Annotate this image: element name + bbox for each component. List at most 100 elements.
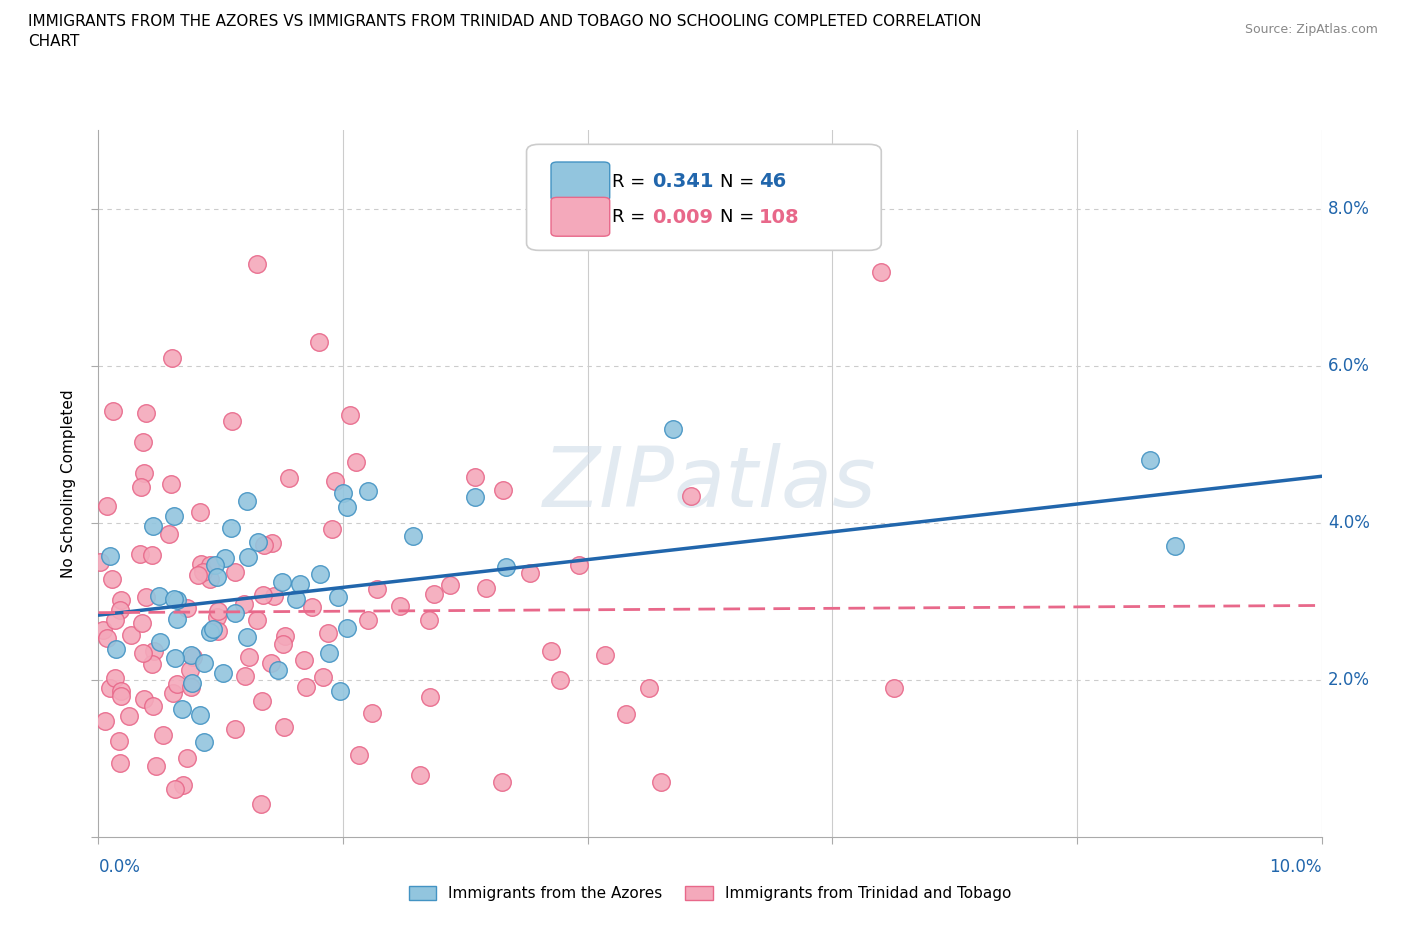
Point [292,652,315,667]
Point [308,335,330,350]
Point [662,421,685,436]
Point [96,499,118,514]
Point [540,644,562,658]
Point [176,601,198,616]
Point [108,734,131,749]
Point [224,605,246,620]
Point [246,257,269,272]
Point [145,759,167,774]
Point [91,622,114,637]
Point [142,699,165,714]
Point [134,465,156,480]
Point [519,565,541,580]
FancyBboxPatch shape [551,197,610,236]
FancyBboxPatch shape [526,144,882,250]
Point [98,680,121,695]
Point [679,488,702,503]
Point [301,599,323,614]
Point [110,689,132,704]
Point [247,534,270,549]
Point [108,756,131,771]
Text: 46: 46 [759,172,786,192]
Point [366,581,388,596]
Point [236,494,259,509]
Point [637,681,661,696]
Point [357,613,380,628]
Point [418,613,440,628]
Point [464,490,486,505]
Point [344,455,367,470]
Point [336,499,359,514]
Point [1139,453,1161,468]
Text: 0.0%: 0.0% [98,858,141,876]
Y-axis label: No Schooling Completed: No Schooling Completed [60,390,76,578]
Point [110,684,132,698]
Point [207,604,229,618]
Text: ZIPatlas: ZIPatlas [543,443,877,525]
Point [219,521,242,536]
Text: N =: N = [720,208,754,226]
Point [439,578,461,592]
Point [221,414,243,429]
Point [104,671,127,685]
Point [238,650,260,665]
Point [179,662,201,677]
Point [214,551,236,565]
Point [290,577,312,591]
Point [332,485,354,500]
Point [89,554,111,569]
Point [464,470,486,485]
Text: 0.009: 0.009 [652,207,713,227]
Point [166,676,188,691]
Legend: Immigrants from the Azores, Immigrants from Trinidad and Tobago: Immigrants from the Azores, Immigrants f… [402,880,1018,907]
Point [212,666,235,681]
Point [188,708,211,723]
Point [157,526,180,541]
Point [423,587,446,602]
Point [309,566,332,581]
Point [263,589,285,604]
Point [104,612,127,627]
Point [246,613,269,628]
Point [274,629,297,644]
Point [101,404,124,418]
Text: R =: R = [612,173,645,191]
Point [339,407,361,422]
Point [163,650,186,665]
Text: 108: 108 [759,207,800,227]
Point [129,479,152,494]
Point [323,473,346,488]
Point [104,642,127,657]
Point [96,631,118,645]
Point [262,536,284,551]
Point [329,684,352,698]
Point [236,630,259,644]
Text: R =: R = [612,208,645,226]
Point [207,609,229,624]
Point [134,691,156,706]
Text: 0.341: 0.341 [652,172,714,192]
Point [271,636,294,651]
Text: 10.0%: 10.0% [1270,858,1322,876]
Point [166,611,188,626]
Point [198,557,221,572]
Point [357,484,380,498]
Text: CHART: CHART [28,34,80,49]
Point [328,590,350,604]
Point [360,706,382,721]
Point [190,556,212,571]
Text: 8.0%: 8.0% [1327,200,1369,218]
Point [152,727,174,742]
Point [165,782,187,797]
Point [593,647,616,662]
Point [160,351,183,365]
Point [183,649,205,664]
Point [250,797,273,812]
Point [188,505,211,520]
Point [143,644,166,658]
Point [110,592,132,607]
Point [349,748,371,763]
Point [475,580,498,595]
Point [233,668,256,683]
Point [142,518,165,533]
